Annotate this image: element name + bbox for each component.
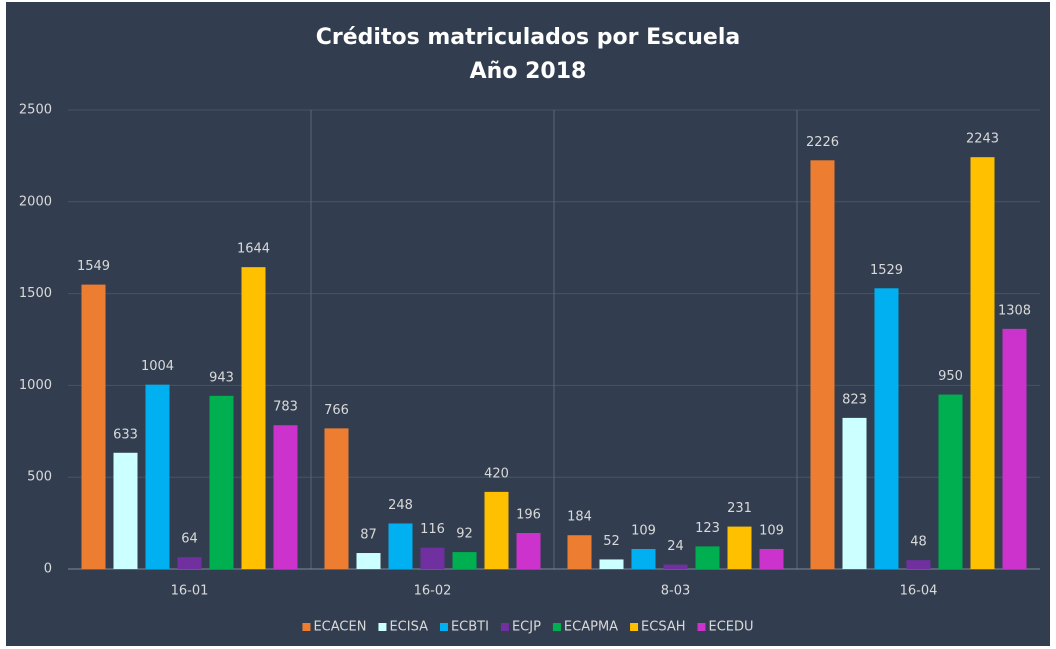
x-tick-label: 16-02 [414, 584, 452, 599]
bar [273, 425, 298, 569]
data-label: 64 [181, 532, 198, 547]
legend-swatch [378, 623, 387, 631]
bar [631, 548, 656, 569]
legend-label: ECACEN [313, 620, 366, 635]
bar [177, 557, 202, 569]
y-tick-label: 2500 [19, 103, 52, 118]
data-label: 109 [759, 523, 784, 538]
legend-label: ECISA [389, 620, 428, 635]
bar [599, 559, 624, 569]
data-label: 2226 [806, 135, 839, 150]
data-label: 420 [484, 466, 509, 481]
data-label: 2243 [966, 132, 999, 147]
y-tick-label: 0 [44, 562, 52, 577]
data-label: 1308 [998, 303, 1031, 318]
data-label: 196 [516, 508, 541, 523]
bar [452, 552, 477, 569]
legend-swatch [439, 623, 448, 631]
bar [695, 546, 720, 569]
data-label: 783 [273, 400, 298, 415]
bar [1002, 328, 1027, 569]
bar [938, 394, 963, 569]
bar [420, 547, 445, 569]
legend-label: ECEDU [709, 620, 754, 635]
bar [81, 284, 106, 569]
data-label: 823 [842, 392, 867, 407]
data-label: 231 [727, 501, 752, 516]
legend-swatch [697, 623, 706, 631]
data-label: 1004 [141, 359, 174, 374]
x-tick-label: 16-04 [900, 584, 938, 599]
bar [324, 428, 349, 569]
data-label: 123 [695, 521, 720, 536]
data-label: 766 [324, 403, 349, 418]
bar [209, 395, 234, 569]
bar [516, 533, 541, 569]
legend-label: ECSAH [641, 620, 685, 635]
legend-label: ECBTI [451, 620, 489, 635]
data-label: 633 [113, 427, 138, 442]
data-label: 48 [910, 535, 927, 550]
y-tick-label: 2000 [19, 194, 52, 209]
data-label: 1549 [77, 259, 110, 274]
legend-label: ECJP [512, 620, 541, 635]
bar [906, 560, 931, 569]
bar [241, 267, 266, 569]
legend-swatch [552, 623, 561, 631]
legend-label: ECAPMA [564, 620, 618, 635]
bar [484, 491, 509, 569]
bar [810, 160, 835, 569]
y-tick-label: 1000 [19, 378, 52, 393]
chart-subtitle: Año 2018 [470, 59, 587, 84]
chart-title: Créditos matriculados por Escuela [316, 25, 740, 50]
data-label: 943 [209, 370, 234, 385]
bar [113, 452, 138, 569]
data-label: 1644 [237, 242, 270, 257]
legend: ECACEN ECISA ECBTI ECJP ECAPMA ECSAH ECEDU [302, 620, 754, 635]
legend-swatch [302, 623, 311, 631]
x-tick-label: 8-03 [661, 584, 691, 599]
data-label: 950 [938, 369, 963, 384]
data-label: 92 [456, 527, 473, 542]
bar [388, 523, 413, 569]
legend-swatch [630, 623, 639, 631]
bar [874, 288, 899, 569]
y-tick-label: 1500 [19, 286, 52, 301]
data-label: 52 [603, 534, 620, 549]
data-label: 116 [420, 522, 445, 537]
data-label: 184 [567, 510, 592, 525]
bar [842, 417, 867, 569]
y-tick-label: 500 [27, 470, 52, 485]
data-label: 24 [667, 539, 684, 554]
bar [970, 157, 995, 570]
data-label: 87 [360, 528, 377, 543]
bar [567, 535, 592, 569]
data-label: 109 [631, 523, 656, 538]
x-tick-label: 16-01 [171, 584, 209, 599]
bar [759, 548, 784, 569]
data-label: 248 [388, 498, 413, 513]
bar [356, 553, 381, 569]
bar [663, 564, 688, 569]
legend-swatch [500, 623, 509, 631]
bar [727, 526, 752, 569]
data-label: 1529 [870, 263, 903, 278]
bar [145, 384, 170, 569]
